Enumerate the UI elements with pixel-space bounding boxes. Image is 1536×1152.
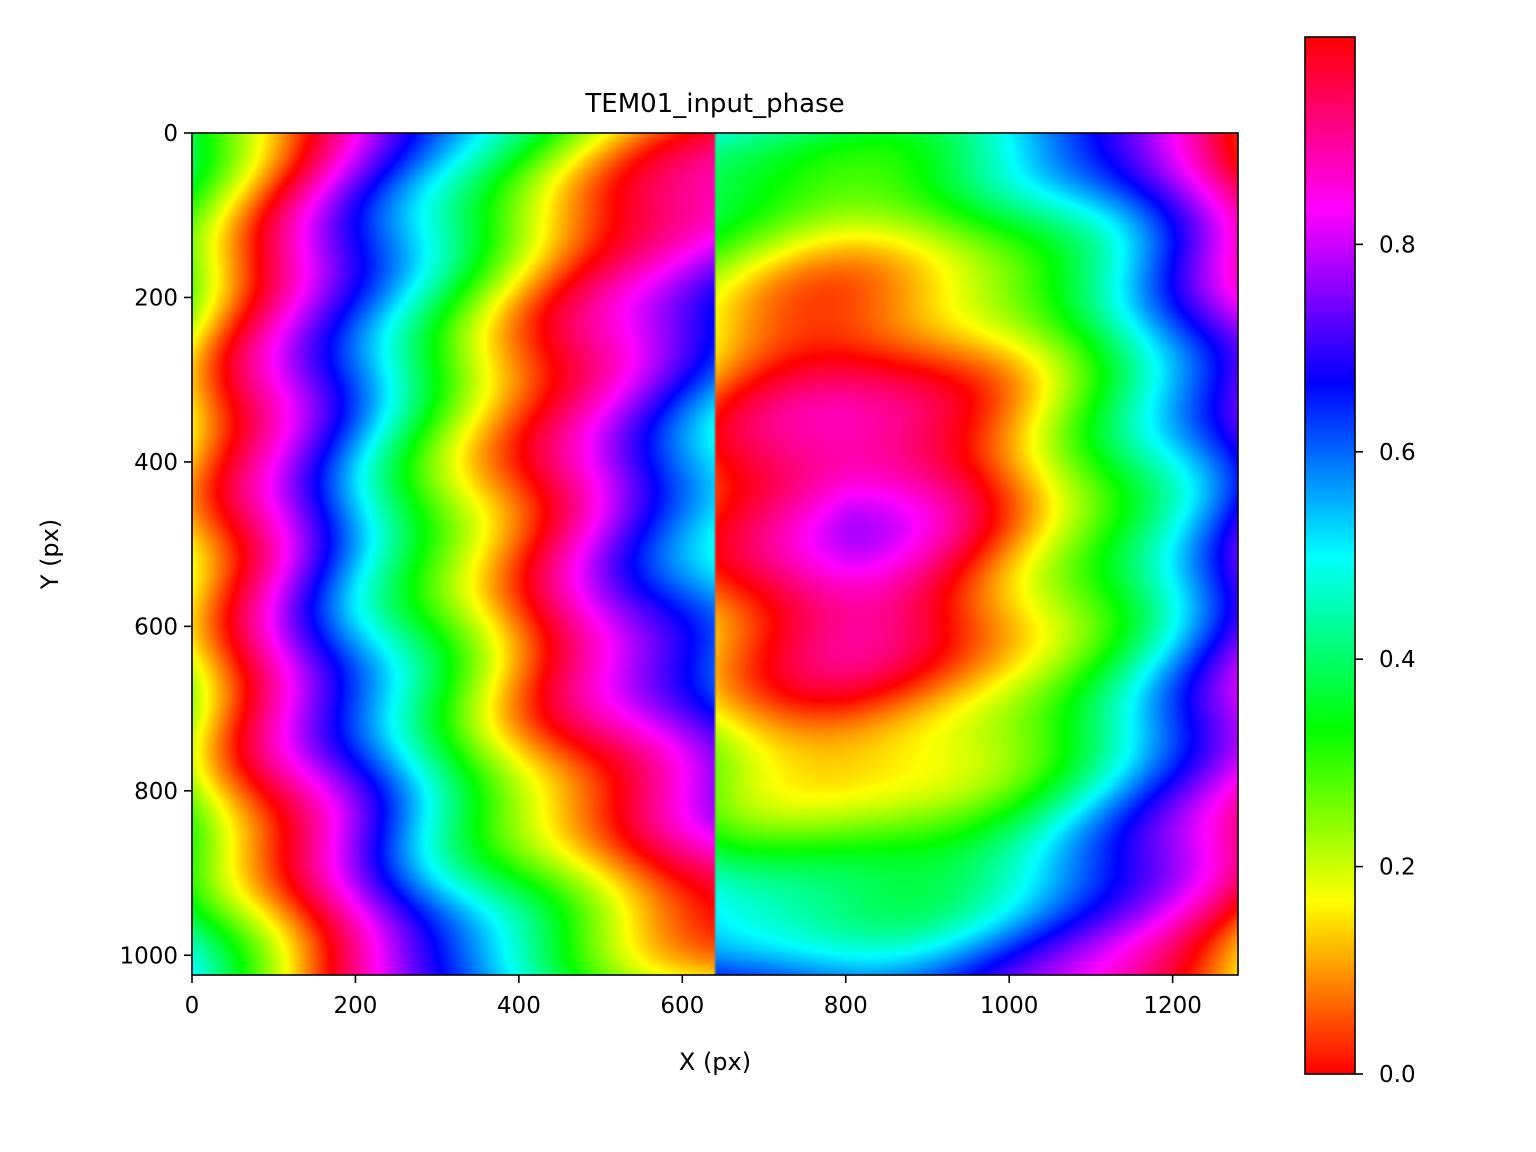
x-tick-label: 600 — [660, 993, 704, 1019]
x-axis: 0 200 400 600 800 1000 1200 — [185, 975, 1202, 1019]
y-tick-label: 0 — [163, 121, 178, 147]
colorbar-tick-label: 0.8 — [1379, 232, 1416, 258]
y-tick-label: 600 — [134, 614, 178, 640]
phase-heatmap — [192, 133, 1238, 975]
x-tick-label: 1000 — [980, 993, 1039, 1019]
x-tick-label: 200 — [333, 993, 377, 1019]
colorbar-tick-label: 0.0 — [1379, 1062, 1416, 1088]
chart-title: TEM01_input_phase — [584, 89, 844, 119]
y-tick-label: 1000 — [119, 943, 178, 969]
colorbar-tick-label: 0.4 — [1379, 647, 1416, 673]
x-tick-label: 400 — [497, 993, 541, 1019]
y-axis: 0 200 400 600 800 1000 — [119, 121, 192, 969]
y-axis-label: Y (px) — [36, 519, 64, 590]
heatmap-raster — [192, 133, 1238, 975]
colorbar-tick-label: 0.2 — [1379, 855, 1416, 881]
x-axis-label: X (px) — [679, 1048, 751, 1076]
x-tick-label: 1200 — [1143, 993, 1202, 1019]
colorbar-ticks: 0.0 0.2 0.4 0.6 0.8 — [1355, 232, 1416, 1088]
colorbar-tick-label: 0.6 — [1379, 440, 1416, 466]
y-tick-label: 800 — [134, 779, 178, 805]
x-tick-label: 0 — [185, 993, 200, 1019]
colorbar-gradient — [1304, 36, 1356, 1075]
y-tick-label: 200 — [134, 285, 178, 311]
y-tick-label: 400 — [134, 450, 178, 476]
colorbar: 0.0 0.2 0.4 0.6 0.8 — [1304, 36, 1416, 1088]
x-tick-label: 800 — [824, 993, 868, 1019]
plot-frame — [191, 132, 1239, 976]
